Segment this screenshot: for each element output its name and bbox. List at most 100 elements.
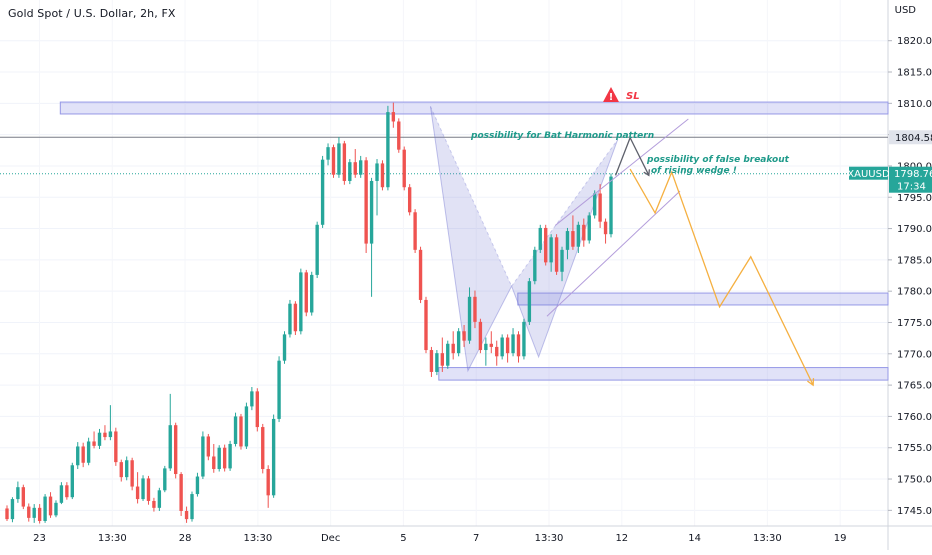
- candle-body: [397, 121, 401, 150]
- candle-body: [446, 343, 450, 366]
- candle-body: [244, 406, 249, 447]
- candle-body: [195, 476, 200, 495]
- candle-body: [544, 227, 548, 263]
- price-tag-bg: [889, 166, 932, 193]
- candle-body: [233, 416, 238, 444]
- candle-body: [163, 468, 167, 491]
- time-tick-label: 5: [400, 533, 406, 544]
- candle-body: [587, 215, 591, 241]
- candle-body: [565, 231, 570, 250]
- candle-body: [364, 160, 368, 244]
- price-tick-label: 1770.00: [897, 349, 932, 360]
- harmonic-bd-line: [511, 139, 619, 287]
- candle-body: [217, 447, 221, 470]
- candle-body: [522, 321, 526, 357]
- candle-body: [32, 507, 36, 518]
- time-tick-label: Dec: [321, 533, 340, 544]
- candle-body: [266, 469, 270, 496]
- candle-body: [271, 418, 276, 496]
- time-tick-label: 12: [615, 533, 628, 544]
- candle-body: [435, 353, 439, 372]
- candle-body: [43, 496, 47, 521]
- candle-body: [48, 496, 53, 516]
- candle-body: [81, 446, 85, 463]
- candle-body: [418, 249, 423, 300]
- candle-body: [201, 436, 205, 477]
- false-breakout-mark: [614, 136, 650, 176]
- price-tick-label: 1760.00: [897, 412, 932, 423]
- candle-body: [119, 462, 123, 478]
- candle-body: [184, 510, 189, 520]
- candle-body: [609, 176, 613, 235]
- candle-body: [489, 343, 493, 347]
- level-tag-bg: [889, 130, 932, 145]
- symbol-tag-bg: [849, 166, 888, 180]
- candle-body: [130, 460, 134, 487]
- candle-body: [97, 432, 102, 446]
- candle-body: [76, 446, 80, 466]
- candle-body: [103, 432, 107, 438]
- time-tick-label: 13:30: [243, 533, 272, 544]
- candle-body: [157, 490, 162, 508]
- candle-body: [125, 460, 129, 478]
- candle-body: [5, 508, 9, 520]
- time-tick-label: 7: [473, 533, 479, 544]
- level-price-tag: 1804.58: [889, 130, 932, 145]
- candle-body: [310, 274, 314, 313]
- candle-body: [168, 425, 172, 469]
- false-breakout-annotation: possibility of false breakout: [646, 155, 790, 165]
- candle-body: [527, 281, 532, 322]
- candle-body: [65, 485, 69, 498]
- candle-body: [304, 272, 308, 313]
- candle-body: [261, 427, 265, 470]
- time-tick-label: 13:30: [753, 533, 782, 544]
- candle-body: [37, 507, 42, 521]
- candle-body: [473, 296, 477, 322]
- price-tick-label: 1820.00: [897, 36, 932, 47]
- candle-body: [571, 231, 575, 247]
- time-tick-label: 13:30: [98, 533, 127, 544]
- support-resistance-zone: [59, 101, 889, 115]
- candle-body: [331, 147, 336, 175]
- candle-body: [500, 337, 504, 357]
- candle-body: [369, 180, 374, 244]
- candle-body: [299, 272, 303, 332]
- candle-body: [86, 441, 91, 463]
- candle-body: [146, 478, 151, 501]
- candle-body: [429, 350, 434, 372]
- projection-arrowhead: [807, 378, 815, 387]
- false-breakout-annotation-line2: of rising wedge !: [651, 166, 737, 176]
- candle-body: [27, 506, 31, 518]
- candle-body: [108, 431, 113, 438]
- candle-body: [386, 112, 390, 188]
- support-resistance-zone: [517, 292, 889, 306]
- candle-body: [424, 299, 428, 351]
- candle-body: [407, 187, 412, 213]
- candle-body: [456, 331, 461, 354]
- wedge-lower-line: [546, 190, 681, 317]
- price-tick-label: 1765.00: [897, 381, 932, 392]
- candle-body: [135, 486, 140, 500]
- warning-triangle: [603, 87, 619, 102]
- price-tick-label: 1810.00: [897, 99, 932, 110]
- candle-body: [21, 487, 26, 507]
- support-resistance-zone: [438, 367, 889, 381]
- false-breakout-arrowhead: [643, 169, 651, 177]
- wedge-upper-line: [554, 118, 689, 226]
- time-tick-label: 23: [33, 533, 46, 544]
- price-tick-label: 1815.00: [897, 68, 932, 79]
- candle-body: [402, 149, 406, 188]
- candle-body: [375, 163, 379, 181]
- candle-body: [451, 343, 455, 354]
- last-price-tag: XAUUSD 1798.76 17:34: [847, 166, 932, 193]
- candle-body: [560, 249, 564, 272]
- candle-body: [228, 443, 232, 469]
- candle-body: [250, 391, 254, 407]
- candle-body: [576, 224, 581, 247]
- candle-body: [282, 334, 287, 361]
- bat-pattern-annotation: possibility for Bat Harmonic pattern: [470, 131, 654, 141]
- candle-body: [359, 160, 363, 175]
- price-tick-label: 1745.00: [897, 506, 932, 517]
